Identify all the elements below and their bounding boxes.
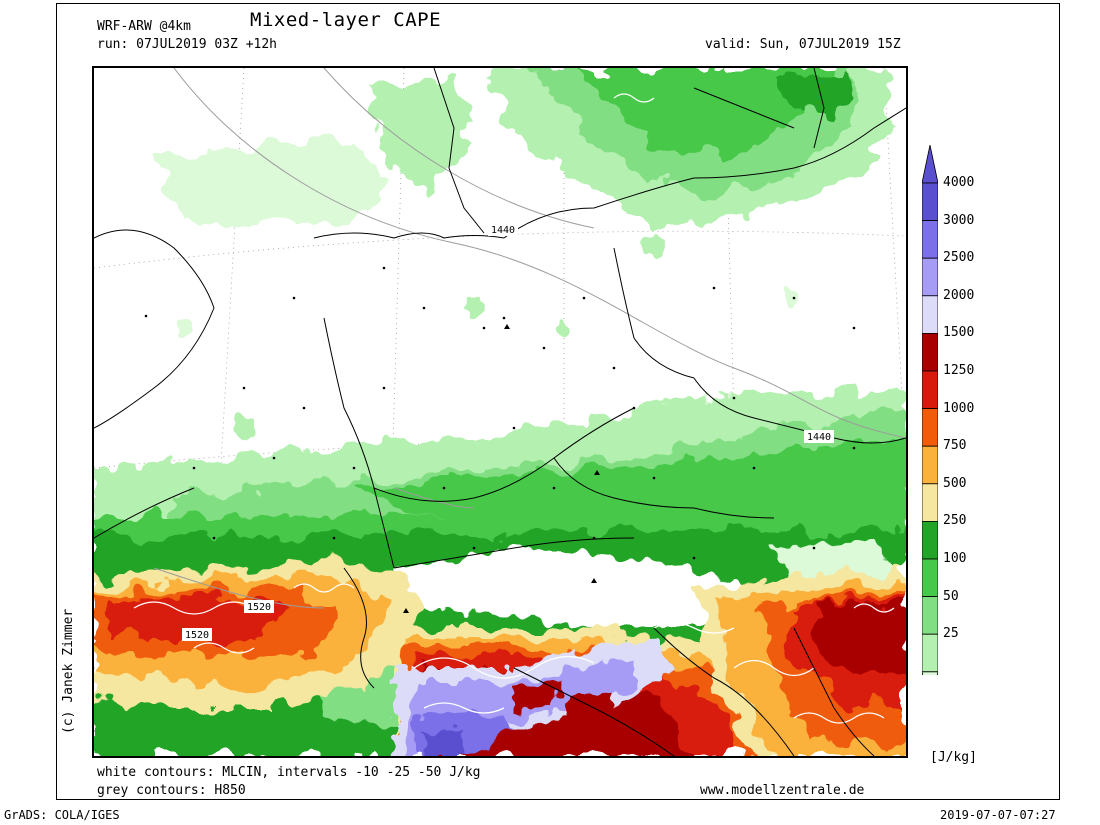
map-canvas: 1440 1440 1520 1520 bbox=[94, 68, 906, 756]
model-label: WRF-ARW @4km bbox=[97, 19, 191, 34]
colorbar-label-3000: 3000 bbox=[943, 212, 975, 228]
colorbar-segment-50 bbox=[922, 596, 938, 635]
svg-text:1440: 1440 bbox=[491, 225, 515, 236]
contour-value-labels: 1440 1440 1520 1520 bbox=[182, 223, 834, 641]
mlcin-contours bbox=[133, 93, 895, 724]
colorbar-segment-1000 bbox=[922, 408, 938, 447]
coastlines-borders bbox=[94, 68, 906, 756]
grey-contours-legend: grey contours: H850 bbox=[97, 783, 246, 798]
colorbar-segment-250 bbox=[922, 520, 938, 560]
colorbar-label-25: 25 bbox=[943, 626, 959, 642]
colorbar bbox=[922, 145, 938, 675]
svg-text:1520: 1520 bbox=[185, 630, 209, 641]
colorbar-label-1250: 1250 bbox=[943, 363, 975, 378]
colorbar-label-1000: 1000 bbox=[943, 400, 975, 416]
colorbar-segment-1500 bbox=[922, 332, 938, 372]
colorbar-segment-1250 bbox=[922, 370, 938, 409]
colorbar-bottom-arrow bbox=[922, 671, 938, 675]
colorbar-label-500: 500 bbox=[943, 475, 967, 491]
colorbar-unit: [J/kg] bbox=[930, 750, 977, 765]
contour-label-3: 1520 bbox=[244, 600, 274, 613]
colorbar-segment-500 bbox=[922, 483, 938, 522]
copyright-label: (c) Janek Zimmer bbox=[61, 608, 76, 734]
cape-field bbox=[94, 68, 906, 756]
svg-text:1520: 1520 bbox=[247, 602, 271, 613]
colorbar-label-250: 250 bbox=[943, 513, 967, 529]
colorbar-segment-750 bbox=[922, 445, 938, 485]
run-label: run: 07JUL2019 03Z +12h bbox=[97, 37, 278, 52]
colorbar-label-1500: 1500 bbox=[943, 325, 975, 341]
colorbar-segment-2500 bbox=[922, 257, 938, 297]
colorbar-top-arrow bbox=[922, 145, 938, 184]
contour-label-1: 1440 bbox=[488, 223, 518, 236]
contour-label-4: 1520 bbox=[182, 628, 212, 641]
map-title: Mixed-layer CAPE bbox=[250, 9, 442, 31]
contour-label-2: 1440 bbox=[804, 430, 834, 443]
grads-credit: GrADS: COLA/IGES bbox=[4, 808, 120, 822]
colorbar-label-750: 750 bbox=[943, 438, 967, 454]
timestamp: 2019-07-07-07:27 bbox=[940, 808, 1056, 822]
colorbar-label-50: 50 bbox=[943, 588, 959, 604]
colorbar-segment-25 bbox=[922, 633, 938, 673]
city-markers bbox=[144, 266, 856, 613]
svg-text:1440: 1440 bbox=[807, 432, 831, 443]
plot-frame bbox=[56, 3, 1060, 800]
colorbar-segment-100 bbox=[922, 558, 938, 597]
cape-map: 1440 1440 1520 1520 bbox=[92, 66, 908, 758]
colorbar-segment-4000 bbox=[922, 182, 938, 221]
colorbar-segment-3000 bbox=[922, 220, 938, 259]
colorbar-label-2500: 2500 bbox=[943, 250, 975, 266]
colorbar-label-100: 100 bbox=[943, 551, 967, 566]
website-label: www.modellzentrale.de bbox=[700, 783, 865, 798]
white-contours-legend: white contours: MLCIN, intervals -10 -25… bbox=[97, 765, 481, 780]
colorbar-segments bbox=[922, 145, 938, 675]
colorbar-segment-2000 bbox=[922, 295, 938, 334]
colorbar-label-4000: 4000 bbox=[943, 175, 975, 190]
colorbar-label-2000: 2000 bbox=[943, 287, 975, 303]
valid-label: valid: Sun, 07JUL2019 15Z bbox=[705, 37, 901, 52]
